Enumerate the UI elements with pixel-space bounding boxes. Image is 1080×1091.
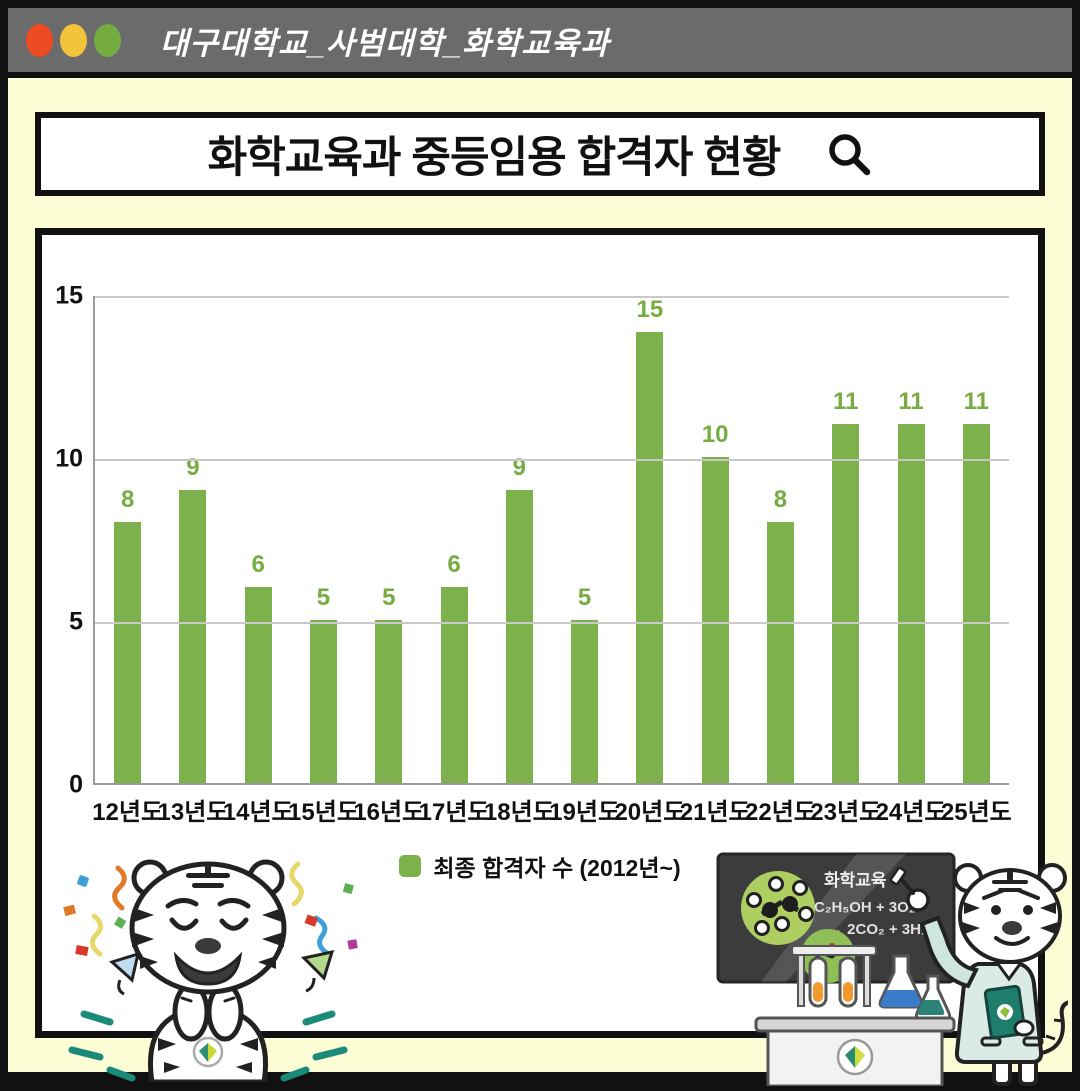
bar-value-label: 11 bbox=[963, 388, 989, 416]
x-axis-tick-15년도: 15년도 bbox=[288, 799, 359, 826]
bar-value-label: 9 bbox=[512, 453, 526, 481]
x-axis-tick-22년도: 22년도 bbox=[745, 799, 816, 826]
gridline-10 bbox=[95, 459, 1009, 461]
bar-chart-plot-area: 8 12년도 9 13년도 6 14년도 5 15년도 5 16년도 6 17년도 9 18년도 5 19년도… bbox=[55, 282, 1012, 827]
window-dot-green[interactable] bbox=[94, 23, 121, 57]
bar-column-19년도: 5 19년도 bbox=[549, 296, 620, 826]
x-axis-tick-12년도: 12년도 bbox=[92, 799, 164, 826]
bar-column-21년도: 10 21년도 bbox=[680, 296, 751, 826]
bar bbox=[179, 489, 207, 783]
bar-series: 8 12년도 9 13년도 6 14년도 5 15년도 5 16년도 6 17년도 9 18년도 5 19년도… bbox=[92, 296, 1012, 826]
blackboard-equation-2: → 2CO₂ + 3H₂O bbox=[828, 921, 940, 938]
bar-value-label: 10 bbox=[701, 421, 729, 448]
bar-column-18년도: 9 18년도 bbox=[484, 296, 555, 826]
x-axis-tick-18년도: 18년도 bbox=[483, 799, 555, 826]
desk bbox=[754, 1016, 956, 1033]
headline-search-box: 화학교육과 중등임용 합격자 현황 bbox=[35, 112, 1045, 196]
x-axis-tick-14년도: 14년도 bbox=[222, 799, 294, 826]
bar-value-label: 15 bbox=[636, 296, 664, 323]
bar bbox=[897, 424, 925, 783]
x-axis-tick-23년도: 23년도 bbox=[810, 799, 882, 826]
magnifier-icon[interactable] bbox=[826, 131, 872, 177]
bar bbox=[701, 457, 729, 783]
x-axis-tick-25년도: 25년도 bbox=[940, 799, 1012, 826]
poster-background: 대구대학교_사범대학_화학교육과 화학교육과 중등임용 합격자 현황 8 12년도… bbox=[8, 8, 1072, 1088]
window-titlebar: 대구대학교_사범대학_화학교육과 bbox=[8, 8, 1072, 78]
y-axis-tick-5: 5 bbox=[69, 607, 83, 636]
bar bbox=[636, 332, 664, 783]
pointing-arm bbox=[919, 915, 979, 989]
bar-value-label: 6 bbox=[251, 551, 265, 579]
blackboard-title: 화학교육 bbox=[824, 871, 887, 890]
bar-column-24년도: 11 24년도 bbox=[876, 296, 947, 826]
bar-column-17년도: 6 17년도 bbox=[419, 296, 490, 826]
page-title: 화학교육과 중등임용 합격자 현황 bbox=[207, 134, 782, 182]
y-axis-tick-0: 0 bbox=[69, 770, 83, 799]
bar-value-label: 6 bbox=[447, 551, 461, 579]
bar-value-label: 8 bbox=[773, 486, 788, 514]
x-axis-tick-20년도: 20년도 bbox=[614, 799, 686, 826]
legend-swatch bbox=[399, 855, 422, 877]
bar-column-13년도: 9 13년도 bbox=[157, 296, 228, 826]
celebrating-tiger-mascot bbox=[56, 856, 360, 1085]
bar-value-label: 5 bbox=[382, 584, 396, 611]
bar bbox=[962, 424, 990, 783]
bar-column-20년도: 15 20년도 bbox=[614, 296, 685, 826]
bar-column-25년도: 11 25년도 bbox=[941, 296, 1012, 826]
chart-legend: 최종 합격자 수 (2012년~) bbox=[42, 849, 1038, 883]
x-axis-tick-24년도: 24년도 bbox=[875, 799, 947, 826]
x-axis-tick-21년도: 21년도 bbox=[679, 799, 751, 826]
x-axis-tick-16년도: 16년도 bbox=[353, 799, 425, 826]
bar bbox=[440, 587, 468, 783]
bar bbox=[571, 620, 599, 783]
x-axis-tick-17년도: 17년도 bbox=[418, 799, 490, 826]
bar-column-22년도: 8 22년도 bbox=[745, 296, 816, 826]
bar-column-23년도: 11 23년도 bbox=[810, 296, 881, 826]
bar-value-label: 11 bbox=[898, 388, 924, 416]
bar bbox=[114, 522, 142, 783]
x-axis-tick-13년도: 13년도 bbox=[157, 799, 229, 826]
confetti-decoration bbox=[63, 861, 358, 996]
bar-column-15년도: 5 15년도 bbox=[288, 296, 359, 826]
tiger-tail bbox=[1035, 1000, 1071, 1056]
gridline-15 bbox=[95, 296, 1009, 298]
bar-column-16년도: 5 16년도 bbox=[353, 296, 424, 826]
x-axis-tick-19년도: 19년도 bbox=[549, 799, 621, 826]
bar-value-label: 11 bbox=[833, 388, 859, 416]
window-dot-red[interactable] bbox=[26, 23, 53, 57]
test-tubes bbox=[808, 956, 858, 1008]
window-title: 대구대학교_사범대학_화학교육과 bbox=[160, 25, 610, 61]
celebration-dashes bbox=[68, 1010, 348, 1082]
teacher-tiger-scene: 화학교육 C₂H₅OH + 3O₂ → 2CO₂ + 3H₂O bbox=[706, 840, 1071, 1088]
bar bbox=[505, 489, 533, 783]
bar bbox=[244, 587, 272, 783]
bar-column-12년도: 8 12년도 bbox=[92, 296, 163, 826]
bar-value-label: 5 bbox=[577, 584, 592, 611]
bar bbox=[309, 620, 337, 783]
bar bbox=[375, 620, 403, 783]
flasks bbox=[878, 954, 952, 1021]
bar bbox=[766, 522, 794, 783]
blackboard-equation-1: C₂H₅OH + 3O₂ bbox=[814, 899, 915, 916]
y-axis-tick-10: 10 bbox=[55, 444, 83, 473]
bar-value-label: 9 bbox=[186, 453, 200, 481]
bar-value-label: 5 bbox=[316, 584, 331, 611]
y-axis-tick-15: 15 bbox=[55, 281, 83, 310]
legend-label: 최종 합격자 수 (2012년~) bbox=[433, 855, 681, 881]
bar-value-label: 8 bbox=[120, 486, 135, 514]
gridline-5 bbox=[95, 622, 1009, 624]
bar bbox=[832, 424, 860, 783]
bar-column-14년도: 6 14년도 bbox=[223, 296, 294, 826]
window-dot-yellow[interactable] bbox=[60, 23, 87, 57]
